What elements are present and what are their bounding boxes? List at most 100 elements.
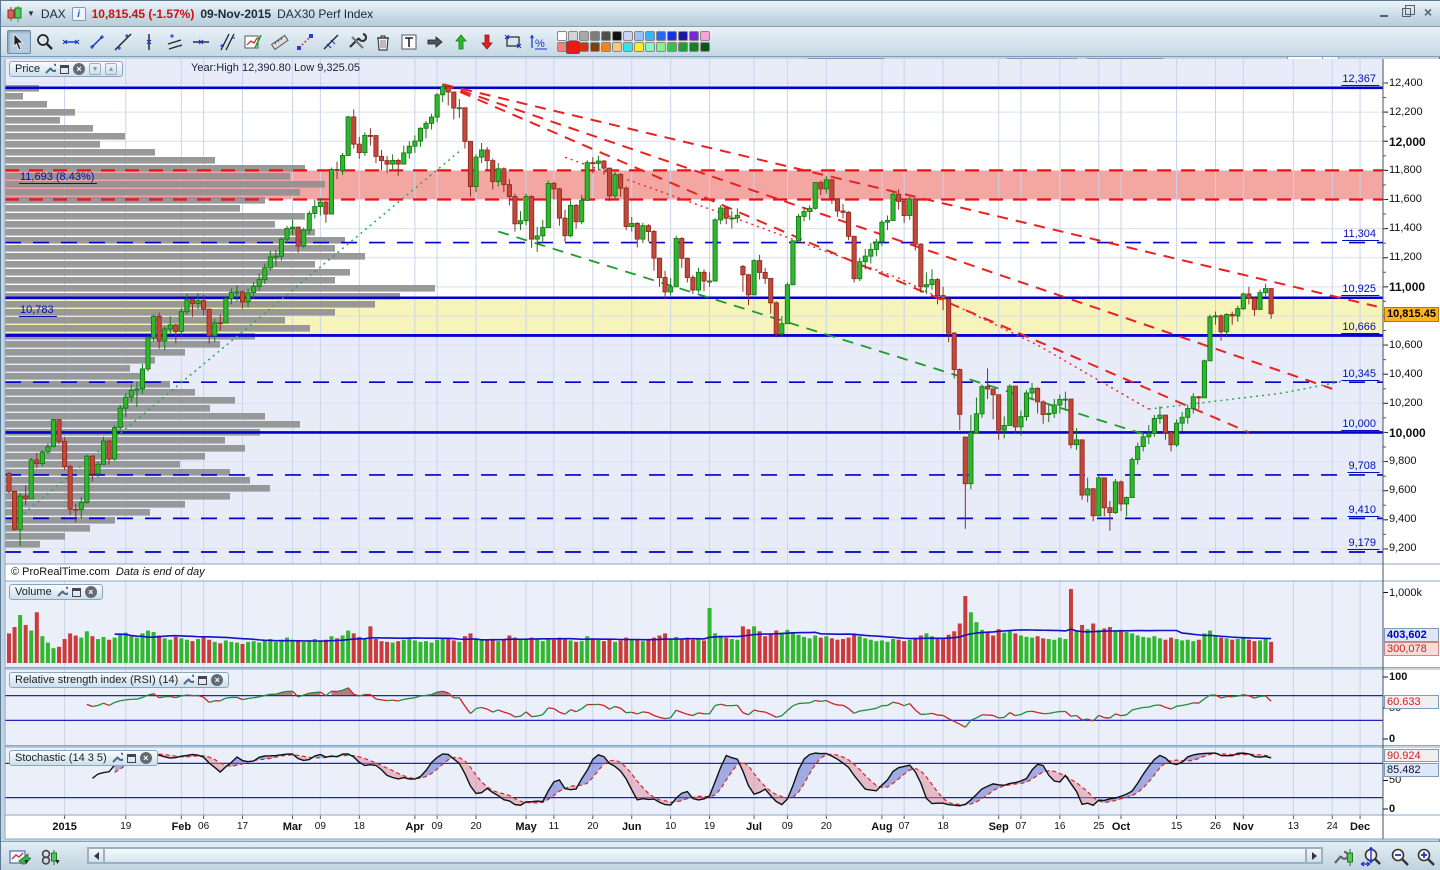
- color-swatch[interactable]: [634, 42, 644, 52]
- tool-percent-scale-icon[interactable]: %: [527, 30, 551, 54]
- tool-segment-icon[interactable]: [85, 30, 109, 54]
- price-axis-tick: 11,400: [1389, 222, 1422, 235]
- tool-vertical-line-icon[interactable]: [137, 30, 161, 54]
- move-down-icon[interactable]: ▼: [89, 63, 102, 75]
- color-swatch[interactable]: [689, 31, 699, 41]
- level-label-11304[interactable]: 11,304: [1342, 228, 1379, 242]
- level-label-10925[interactable]: 10,925: [1341, 283, 1379, 297]
- export-chart-button[interactable]: ▼: [7, 846, 33, 867]
- color-swatch[interactable]: [645, 31, 655, 41]
- wrench-icon[interactable]: [111, 752, 123, 764]
- color-swatch[interactable]: [700, 42, 710, 52]
- tool-arrow-right-icon[interactable]: [423, 30, 447, 54]
- link-symbol-button[interactable]: ▼: [37, 846, 63, 867]
- detach-window-icon[interactable]: [126, 753, 136, 763]
- color-swatch[interactable]: [590, 31, 600, 41]
- detach-window-icon[interactable]: [60, 64, 70, 74]
- color-swatch[interactable]: [612, 31, 622, 41]
- color-swatch[interactable]: [579, 31, 589, 41]
- scrollbar-thumb[interactable]: [104, 848, 1306, 863]
- link-dropdown-caret[interactable]: ▼: [54, 859, 61, 866]
- volume-profile-bar: [5, 205, 240, 212]
- level-label-10345[interactable]: 10,345: [1341, 368, 1379, 381]
- color-swatch[interactable]: [623, 31, 633, 41]
- level-label-10783[interactable]: 10,783: [19, 304, 57, 317]
- color-swatch[interactable]: [634, 31, 644, 41]
- color-swatch[interactable]: [612, 42, 622, 52]
- tool-horizontal-segment-icon[interactable]: [59, 30, 83, 54]
- level-label-11693843[interactable]: 11,693 (8.43%): [19, 171, 98, 185]
- level-label-10666[interactable]: 10,666: [1341, 321, 1379, 334]
- color-swatch[interactable]: [678, 31, 688, 41]
- tool-horizontal-line-icon[interactable]: [189, 30, 213, 54]
- export-dropdown-caret[interactable]: ▼: [23, 859, 30, 866]
- tool-zone-rectangle-icon[interactable]: [501, 30, 525, 54]
- tool-dotted-line-icon[interactable]: [293, 30, 317, 54]
- color-swatch[interactable]: [601, 42, 611, 52]
- symbol-dropdown-caret[interactable]: ▼: [27, 9, 35, 18]
- tool-analysis-icon[interactable]: [241, 30, 265, 54]
- color-swatch[interactable]: [678, 42, 688, 52]
- rsi-panel-title: Relative strength index (RSI) (14): [15, 674, 179, 686]
- x-axis-tick: 24: [1326, 821, 1338, 832]
- color-swatch[interactable]: [557, 31, 567, 41]
- tool-toolbox-icon[interactable]: [345, 30, 369, 54]
- color-swatch[interactable]: [568, 31, 578, 41]
- level-label-12367[interactable]: 12,367: [1341, 73, 1379, 87]
- color-swatch[interactable]: [601, 31, 611, 41]
- tool-pointer-icon[interactable]: [7, 30, 31, 54]
- tool-trash-icon[interactable]: [371, 30, 395, 54]
- color-swatch[interactable]: [645, 42, 655, 52]
- tool-ruler-icon[interactable]: [267, 30, 291, 54]
- tool-parallel-lines-icon[interactable]: [163, 30, 187, 54]
- color-swatch[interactable]: [689, 42, 699, 52]
- wrench-icon[interactable]: [44, 63, 57, 75]
- color-swatch[interactable]: [667, 42, 677, 52]
- level-label-9179[interactable]: 9,179: [1347, 537, 1379, 551]
- detach-window-icon[interactable]: [71, 587, 81, 597]
- zoom-out-button[interactable]: [1387, 846, 1413, 867]
- restore-button[interactable]: [1399, 5, 1415, 20]
- scroll-left-arrow[interactable]: [88, 848, 104, 863]
- tool-channel-icon[interactable]: [215, 30, 239, 54]
- tool-zoom-icon[interactable]: [33, 30, 57, 54]
- tool-arrow-down-icon[interactable]: [475, 30, 499, 54]
- scroll-right-arrow[interactable]: [1306, 848, 1322, 863]
- price-axis-tick: 11,800: [1389, 163, 1422, 176]
- horizontal-scrollbar[interactable]: [87, 847, 1323, 864]
- close-panel-icon[interactable]: ×: [211, 674, 224, 686]
- trend-line-downtrend-steep[interactable]: [442, 83, 1250, 434]
- trend-line-downtrend-upper[interactable]: [442, 83, 1377, 308]
- close-panel-icon[interactable]: ×: [139, 752, 152, 764]
- color-swatch[interactable]: [566, 41, 580, 54]
- level-label-9708[interactable]: 9,708: [1347, 460, 1379, 474]
- chart-settings-button[interactable]: [1331, 846, 1357, 867]
- close-button[interactable]: ×: [1423, 4, 1433, 20]
- info-icon[interactable]: i: [71, 6, 86, 21]
- close-panel-icon[interactable]: ×: [73, 63, 86, 75]
- zoom-in-button[interactable]: [1413, 846, 1439, 867]
- color-swatch[interactable]: [700, 31, 710, 41]
- wrench-icon[interactable]: [56, 586, 68, 598]
- wrench-icon[interactable]: [182, 674, 195, 686]
- color-swatch[interactable]: [623, 42, 633, 52]
- tool-line-icon[interactable]: [111, 30, 135, 54]
- trend-line-ma-red-dotted[interactable]: [564, 156, 1150, 410]
- detach-window-icon[interactable]: [198, 675, 208, 685]
- color-swatch[interactable]: [590, 42, 600, 52]
- color-swatch[interactable]: [656, 42, 666, 52]
- move-up-icon[interactable]: ▲: [105, 63, 118, 75]
- level-label-9410[interactable]: 9,410: [1347, 504, 1379, 517]
- tool-fan-line-icon[interactable]: [319, 30, 343, 54]
- tool-text-icon[interactable]: [397, 30, 421, 54]
- color-swatch[interactable]: [656, 31, 666, 41]
- close-panel-icon[interactable]: ×: [84, 586, 97, 598]
- zoom-fit-button[interactable]: [1359, 846, 1385, 867]
- color-swatch[interactable]: [667, 31, 677, 41]
- minimize-button[interactable]: [1377, 6, 1391, 20]
- level-label-10000[interactable]: 10,000: [1341, 418, 1379, 431]
- tool-arrow-up-icon[interactable]: [449, 30, 473, 54]
- trend-line-downtrend-main[interactable]: [442, 83, 1333, 390]
